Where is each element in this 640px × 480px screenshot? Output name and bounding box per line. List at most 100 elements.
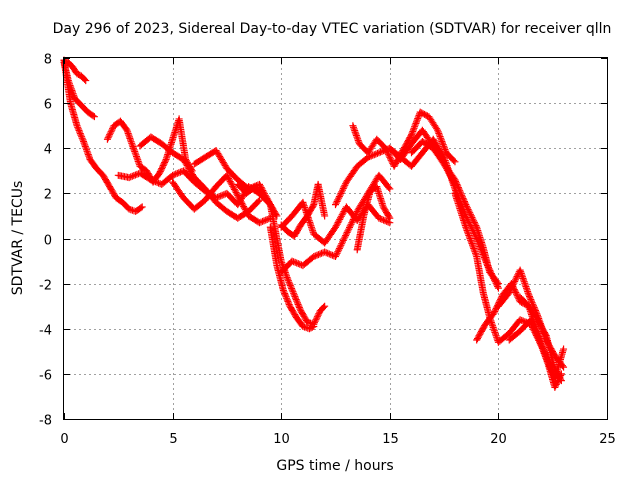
data-point-run (291, 293, 304, 313)
data-point-run (552, 371, 565, 390)
data-point-run (192, 154, 208, 167)
data-point-run (75, 71, 84, 79)
data-point (342, 230, 350, 238)
data-point-run (366, 149, 381, 161)
data-point-run (526, 293, 541, 318)
data-point (557, 370, 565, 378)
data-point (299, 322, 307, 330)
y-axis-label: SDTVAR / TECUs (10, 181, 26, 296)
data-point (494, 280, 502, 288)
data-point-run (452, 177, 469, 207)
series-trace-13 (277, 198, 394, 247)
data-point (386, 214, 394, 222)
data-point-run (543, 338, 558, 358)
data-point (288, 257, 296, 265)
data-point-run (534, 331, 550, 360)
data-point (169, 171, 177, 179)
data-point (332, 223, 339, 231)
data-point-run (474, 322, 489, 343)
data-point (321, 212, 329, 220)
data-point-run (444, 150, 458, 164)
data-point-run (534, 313, 550, 342)
data-point-run (117, 119, 130, 133)
x-tick-label: 5 (169, 432, 177, 447)
data-point-run (156, 157, 169, 176)
data-point-run (322, 249, 338, 260)
data-point-run (79, 73, 89, 83)
data-point-run (441, 162, 458, 182)
data-point (451, 176, 459, 184)
data-point-run (430, 137, 447, 160)
data-point (560, 363, 568, 371)
data-point (123, 126, 131, 134)
y-tick-label: -6 (39, 369, 52, 384)
axis-ticks (64, 58, 608, 420)
y-tick-label: 8 (44, 53, 52, 68)
data-point (255, 219, 263, 227)
data-point-run (525, 304, 541, 336)
data-point-run (317, 303, 328, 314)
data-point (156, 169, 164, 177)
data-point-run (517, 295, 532, 309)
y-tick-label: 4 (44, 143, 52, 158)
data-point-run (202, 184, 219, 203)
data-point-run (507, 328, 523, 343)
data-point-run (127, 206, 138, 215)
data-point (279, 286, 287, 294)
data-point-run (293, 315, 306, 329)
y-tick-label: 0 (44, 234, 52, 249)
data-point (90, 113, 98, 121)
series-trace-8 (190, 147, 281, 220)
y-tick-labels: 8 6 4 2 0 -2 -4 -6 -8 (39, 53, 52, 429)
data-point (462, 201, 470, 209)
x-tick-label: 25 (599, 432, 616, 447)
y-tick-label: -4 (39, 324, 52, 339)
data-point-run (483, 310, 497, 327)
data-point-run (452, 191, 469, 229)
data-point (332, 253, 339, 261)
data-point-run (74, 123, 87, 144)
data-point (434, 126, 442, 134)
data-point-run (418, 109, 431, 120)
data-point (255, 196, 263, 204)
data-point-run (261, 193, 273, 207)
data-point-run (307, 323, 316, 332)
data-point-run (284, 277, 298, 297)
data-point-run (246, 197, 262, 214)
data-point-run (267, 225, 281, 268)
data-point-run (332, 180, 350, 207)
data-point-run (159, 173, 175, 187)
data-point-run (387, 145, 403, 160)
y-tick-label: -2 (39, 279, 52, 294)
plot-frame (63, 57, 608, 420)
series-trace-7 (169, 171, 274, 227)
data-point-run (400, 132, 415, 153)
data-point-run (181, 168, 197, 185)
data-point (82, 77, 90, 85)
data-point (310, 322, 318, 330)
data-point-run (355, 154, 371, 169)
data-point-run (192, 175, 208, 192)
data-point-run (408, 110, 424, 137)
data-point-run (463, 214, 480, 241)
series-trace-2 (60, 56, 146, 215)
data-point-run (278, 213, 295, 230)
data-point-run (65, 60, 76, 70)
data-point-run (480, 290, 493, 320)
data-point-run (224, 173, 241, 198)
data-point-run (287, 304, 300, 320)
data-point-run (506, 317, 523, 336)
data-point (490, 309, 498, 317)
data-point-run (170, 180, 186, 200)
data-point-run (170, 150, 186, 163)
data-point (321, 302, 329, 310)
data-point-run (305, 319, 316, 328)
data-point-run (120, 200, 132, 212)
series-trace-15 (349, 108, 459, 170)
data-point (138, 203, 146, 211)
data-point-run (551, 347, 567, 381)
data-point-run (332, 232, 350, 259)
data-point-run (224, 166, 241, 183)
data-point-run (148, 134, 164, 147)
data-point-run (343, 164, 360, 185)
